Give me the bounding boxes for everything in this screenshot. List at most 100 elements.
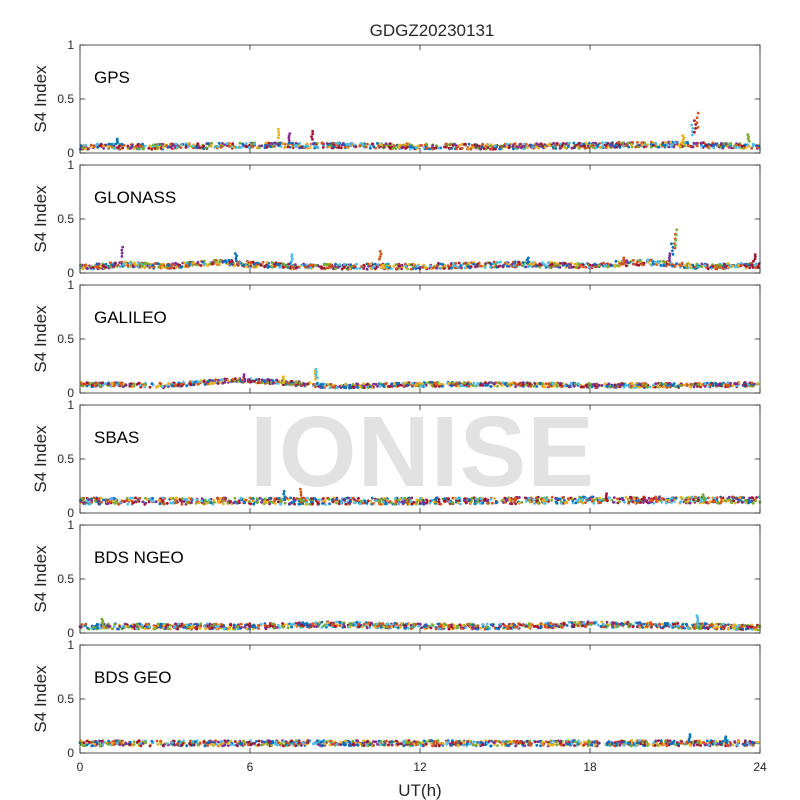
data-point: [283, 145, 287, 149]
data-point: [306, 496, 309, 500]
data-point: [343, 145, 347, 149]
data-point: [709, 265, 712, 269]
data-point: [535, 385, 539, 388]
data-point: [200, 499, 204, 503]
data-point: [554, 500, 558, 504]
data-point: [322, 499, 325, 503]
data-point: [694, 265, 698, 268]
data-point: [517, 501, 521, 505]
data-point: [226, 501, 230, 505]
data-point: [286, 626, 290, 630]
data-point: [707, 143, 711, 146]
data-point: [221, 142, 224, 145]
data-point: [327, 266, 330, 270]
data-point: [494, 147, 497, 151]
data-point: [419, 499, 423, 502]
data-point: [559, 383, 562, 387]
data-point: [674, 244, 677, 247]
data-point: [716, 383, 720, 386]
data-point: [180, 143, 183, 146]
data-point: [561, 496, 565, 499]
data-point: [618, 383, 621, 387]
data-point: [694, 126, 697, 130]
data-point: [450, 266, 453, 270]
data-point: [749, 500, 753, 504]
data-point: [446, 264, 450, 268]
data-point: [707, 496, 710, 500]
data-point: [106, 502, 110, 505]
data-point: [132, 265, 135, 269]
data-point: [650, 145, 653, 149]
data-point: [550, 498, 553, 502]
data-point: [441, 263, 445, 266]
data-point: [535, 142, 539, 146]
data-point: [266, 378, 269, 382]
data-point: [255, 265, 259, 269]
data-point: [448, 500, 451, 504]
data-point: [700, 145, 704, 148]
data-point: [624, 384, 628, 387]
data-point: [528, 499, 532, 503]
data-point: [368, 144, 372, 148]
data-point: [116, 146, 119, 150]
data-point: [376, 142, 379, 145]
data-point: [349, 263, 353, 267]
data-point: [170, 384, 174, 388]
data-point: [172, 381, 176, 385]
data-point: [216, 497, 219, 500]
data-point: [242, 373, 246, 376]
data-point: [125, 496, 129, 500]
data-point: [234, 256, 238, 260]
data-point: [113, 263, 117, 267]
data-point: [317, 385, 321, 388]
data-point: [118, 265, 122, 269]
data-point: [250, 380, 253, 383]
data-point: [516, 145, 520, 149]
data-point: [204, 146, 208, 150]
data-point: [97, 383, 101, 387]
data-point: [233, 496, 237, 500]
data-point: [719, 497, 723, 500]
data-point: [79, 144, 83, 148]
data-point: [733, 265, 737, 269]
data-point: [578, 264, 582, 267]
data-point: [666, 384, 670, 387]
data-point: [325, 142, 329, 145]
data-point: [733, 381, 737, 385]
data-point: [204, 498, 207, 502]
data-point: [444, 145, 448, 149]
data-point: [496, 261, 499, 265]
data-point: [340, 267, 344, 271]
data-point: [412, 146, 415, 150]
data-point: [533, 384, 536, 388]
data-point: [638, 382, 642, 386]
data-point: [360, 386, 364, 390]
data-point: [190, 144, 194, 148]
data-point: [163, 143, 166, 147]
data-point: [281, 381, 285, 384]
data-point: [415, 383, 418, 386]
data-point: [150, 382, 154, 386]
data-point: [740, 263, 744, 267]
data-point: [335, 501, 338, 505]
data-point: [551, 381, 555, 385]
data-point: [612, 496, 616, 499]
data-point: [358, 267, 362, 270]
data-point: [381, 263, 385, 267]
data-point: [243, 379, 247, 383]
data-point: [492, 382, 496, 386]
data-point: [640, 263, 644, 267]
data-point: [299, 487, 302, 491]
data-point: [391, 147, 395, 150]
data-point: [287, 139, 291, 143]
data-point: [714, 382, 718, 385]
data-point: [274, 381, 278, 385]
data-point: [81, 384, 85, 388]
data-point: [281, 383, 285, 386]
data-point: [587, 382, 591, 385]
data-point: [420, 144, 423, 147]
data-point: [643, 496, 646, 500]
data-point: [752, 259, 755, 263]
data-point: [205, 501, 209, 505]
